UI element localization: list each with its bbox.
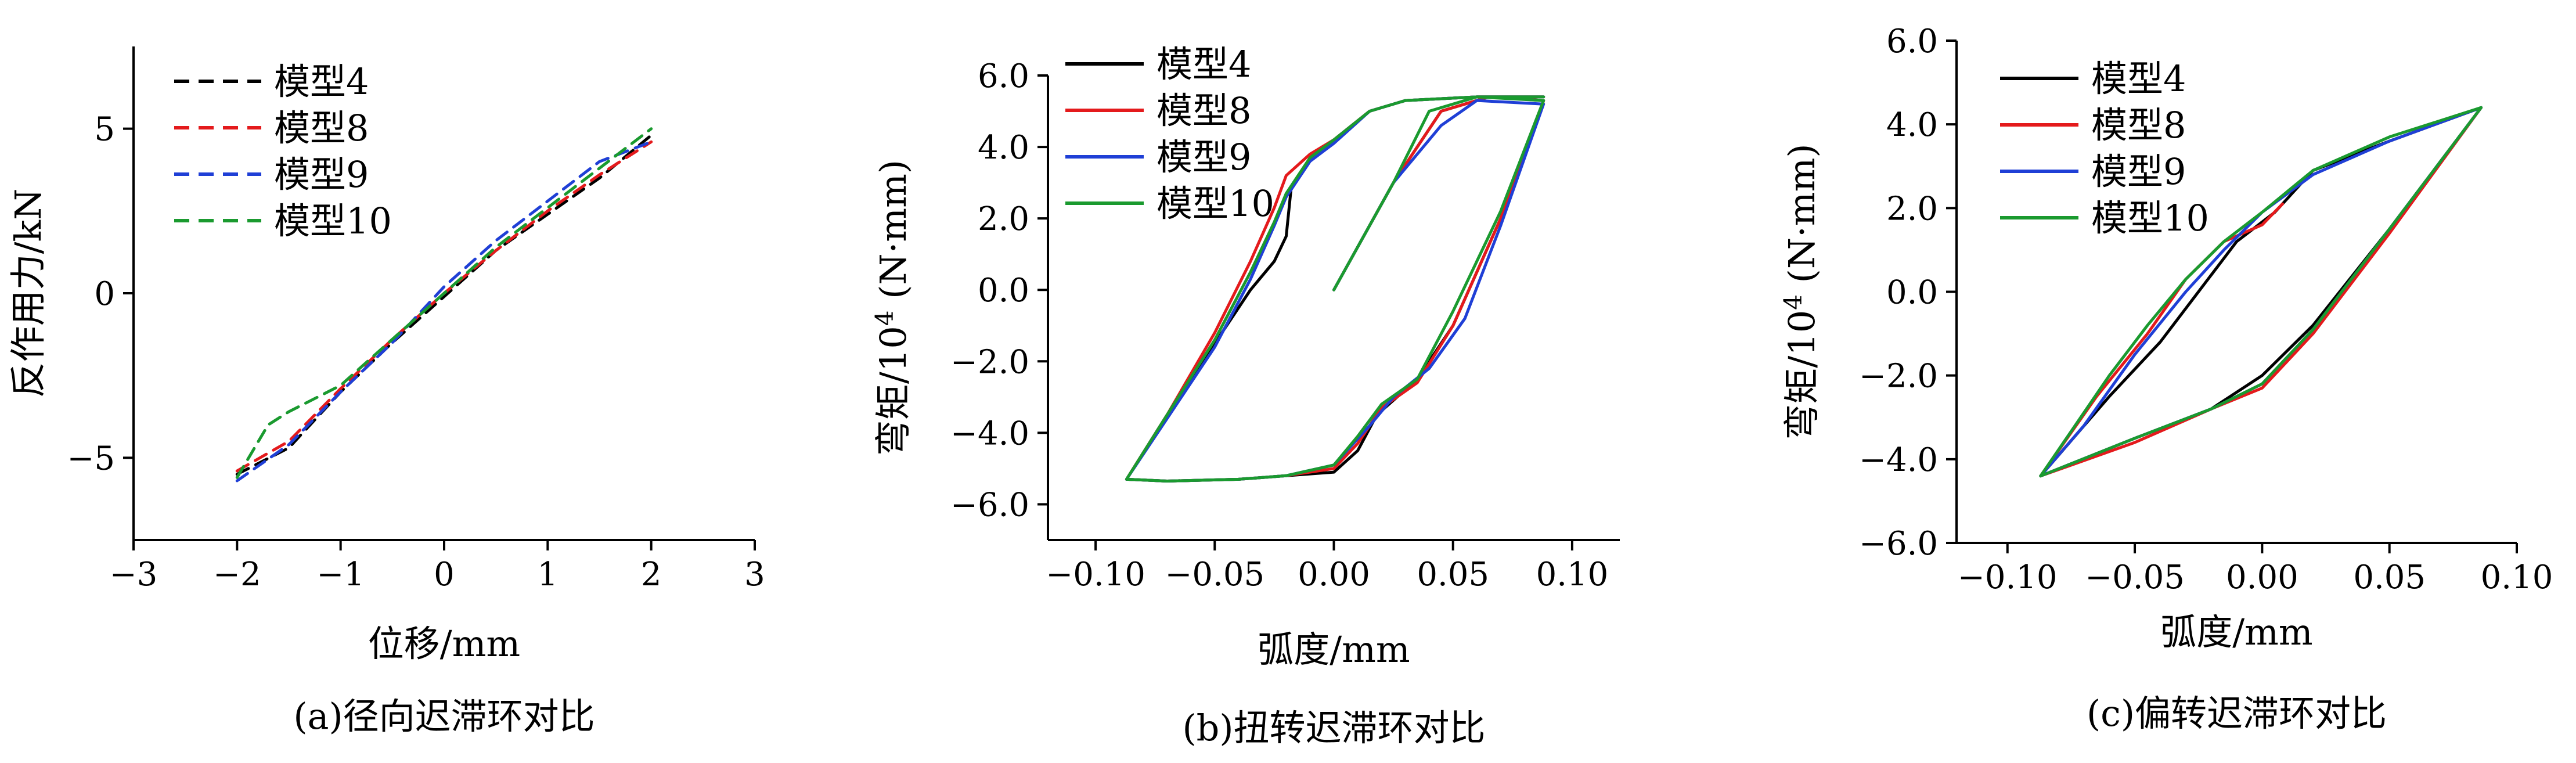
legend-label-2: 模型8 [274, 107, 369, 149]
panel-caption: (b)扭转迟滞环对比 [1182, 707, 1485, 749]
x-tick-label: −0.05 [1165, 556, 1264, 593]
panel-caption: (c)偏转迟滞环对比 [2087, 692, 2387, 735]
legend-label-3: 模型9 [2091, 150, 2186, 193]
x-tick-label: 0.05 [1417, 556, 1489, 593]
series-line-4 [235, 127, 653, 479]
chart-panel-2: −0.10 −0.05 0.00 0.05 0.10 6.0 4.0 2.0 0.0 −2.0 −4… [870, 43, 1620, 749]
chart-panel-1: −3 −2 −1 0 1 2 350−5位移/mm反作用力/kN(a)径向迟滞环对比模型4模… [7, 46, 765, 737]
legend-label-4: 模型10 [1157, 182, 1274, 225]
y-tick-label: 5 [94, 111, 115, 149]
x-tick-label: 2 [641, 556, 662, 593]
y-tick-label: −5 [67, 440, 115, 477]
legend-label-4: 模型10 [2091, 197, 2209, 239]
x-axis-label: 弧度/mm [1258, 628, 1410, 671]
chart-panel-3: −0.10 −0.05 0.00 0.05 0.10 6.0 4.0 2.0 0.0 −2.0 −4… [1779, 23, 2553, 735]
x-tick-label: −2 [213, 556, 261, 593]
series-line-1 [235, 134, 653, 476]
y-tick-label: 0.0 [978, 272, 1029, 309]
y-tick-label: 0 [94, 275, 115, 313]
x-tick-label: 0.05 [2353, 559, 2426, 596]
x-tick-label: −3 [110, 556, 158, 593]
legend-label-1: 模型4 [274, 60, 369, 103]
y-axis-label-superscript: 4 [870, 311, 899, 326]
panel-caption: (a)径向迟滞环对比 [293, 695, 595, 737]
y-tick-label: −4.0 [950, 415, 1029, 452]
y-tick-label: 4.0 [1886, 106, 1938, 144]
y-tick-label: 2.0 [1886, 190, 1938, 228]
series-line-4 [2039, 106, 2483, 478]
y-tick-label: −6.0 [950, 486, 1029, 524]
y-axis-label: 反作用力/kN [7, 189, 49, 398]
y-axis-label-unit: (N·mm) [872, 160, 914, 311]
y-tick-label: −2.0 [1859, 358, 1938, 395]
legend-label-2: 模型8 [1157, 89, 1251, 132]
y-axis-label-superscript: 4 [1779, 294, 1807, 310]
x-tick-label: −0.05 [2085, 559, 2185, 596]
y-tick-label: 6.0 [978, 57, 1029, 95]
y-tick-label: −2.0 [950, 343, 1029, 381]
legend-label-4: 模型10 [274, 200, 392, 242]
x-tick-label: 1 [538, 556, 559, 593]
y-axis-label-unit: (N·mm) [1781, 143, 1823, 294]
x-tick-label: 0 [434, 556, 455, 593]
legend-label-3: 模型9 [274, 153, 369, 196]
x-tick-label: 0.00 [2226, 559, 2298, 596]
legend-label-1: 模型4 [1157, 43, 1251, 85]
y-tick-label: 6.0 [1886, 23, 1938, 60]
y-axis-label: 弯矩/104 (N·mm) [870, 160, 914, 456]
x-tick-label: −1 [316, 556, 365, 593]
x-tick-label: −0.10 [1958, 559, 2058, 596]
x-tick-label: 3 [744, 556, 765, 593]
x-axis-label: 弧度/mm [2160, 611, 2312, 653]
y-axis-label: 弯矩/104 (N·mm) [1779, 143, 1823, 440]
legend-label-3: 模型9 [1157, 136, 1251, 178]
y-tick-label: −4.0 [1859, 441, 1938, 479]
legend-label-1: 模型4 [2091, 57, 2186, 100]
y-tick-label: −6.0 [1859, 525, 1938, 563]
y-axis-label-text: 弯矩/10 [872, 326, 914, 456]
x-tick-label: 0.10 [2481, 559, 2553, 596]
series-line-3 [235, 140, 653, 483]
y-tick-label: 0.0 [1886, 274, 1938, 312]
y-axis-label-text: 弯矩/10 [1781, 310, 1823, 440]
legend-label-2: 模型8 [2091, 104, 2186, 146]
y-tick-label: 2.0 [978, 200, 1029, 238]
x-tick-label: −0.10 [1046, 556, 1145, 593]
series-line-4 [1125, 95, 1545, 483]
x-tick-label: 0.10 [1536, 556, 1609, 593]
y-tick-label: 4.0 [978, 129, 1029, 167]
x-tick-label: 0.00 [1298, 556, 1370, 593]
x-axis-label: 位移/mm [368, 622, 520, 665]
